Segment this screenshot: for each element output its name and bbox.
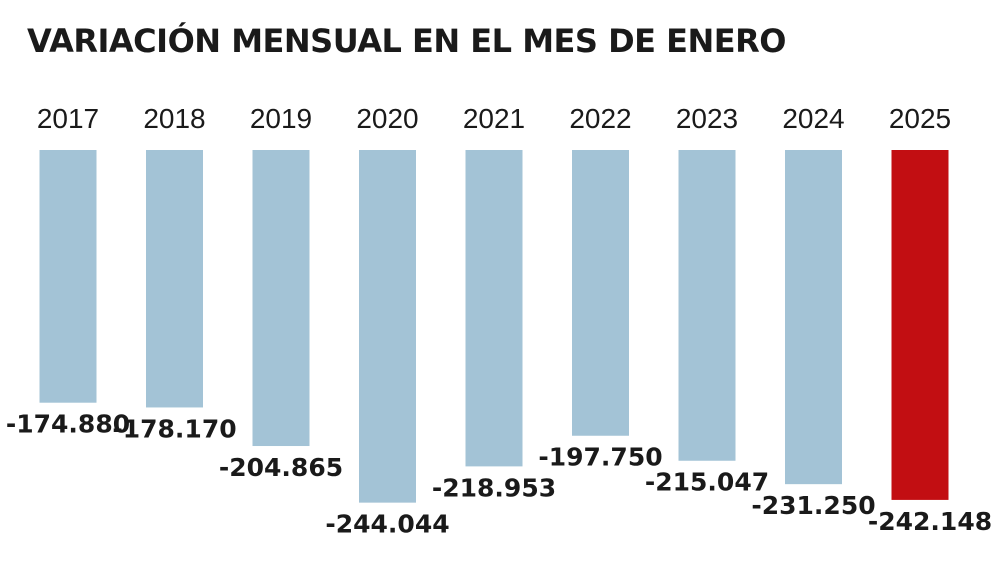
value-label-2018: -178.170 bbox=[112, 414, 236, 443]
year-label-2025: 2025 bbox=[889, 103, 951, 134]
value-label-2020: -244.044 bbox=[325, 510, 449, 539]
year-label-2021: 2021 bbox=[463, 103, 525, 134]
chart-title: VARIACIÓN MENSUAL EN EL MES DE ENERO bbox=[27, 22, 786, 60]
value-label-2019: -204.865 bbox=[219, 453, 343, 482]
bar-2021 bbox=[465, 150, 523, 467]
value-label-2023: -215.047 bbox=[645, 468, 769, 497]
year-label-2018: 2018 bbox=[143, 103, 205, 134]
year-label-2019: 2019 bbox=[250, 103, 312, 134]
bar-2017 bbox=[39, 150, 97, 403]
bar-2022 bbox=[572, 150, 629, 436]
year-label-2017: 2017 bbox=[37, 103, 99, 134]
value-label-2025: -242.148 bbox=[868, 507, 992, 536]
bar-2024 bbox=[785, 150, 842, 485]
value-label-2024: -231.250 bbox=[751, 491, 875, 520]
year-label-2020: 2020 bbox=[356, 103, 418, 134]
value-label-2017: -174.880 bbox=[6, 410, 130, 439]
bar-2025 bbox=[891, 150, 949, 500]
bar-2020 bbox=[359, 150, 416, 503]
year-label-2022: 2022 bbox=[569, 103, 631, 134]
bar-2018 bbox=[146, 150, 203, 408]
year-label-2023: 2023 bbox=[676, 103, 738, 134]
value-label-2022: -197.750 bbox=[538, 443, 662, 472]
bar-2019 bbox=[252, 150, 310, 447]
value-label-2021: -218.953 bbox=[432, 473, 556, 502]
year-label-2024: 2024 bbox=[782, 103, 844, 134]
bar-2023 bbox=[678, 150, 736, 461]
